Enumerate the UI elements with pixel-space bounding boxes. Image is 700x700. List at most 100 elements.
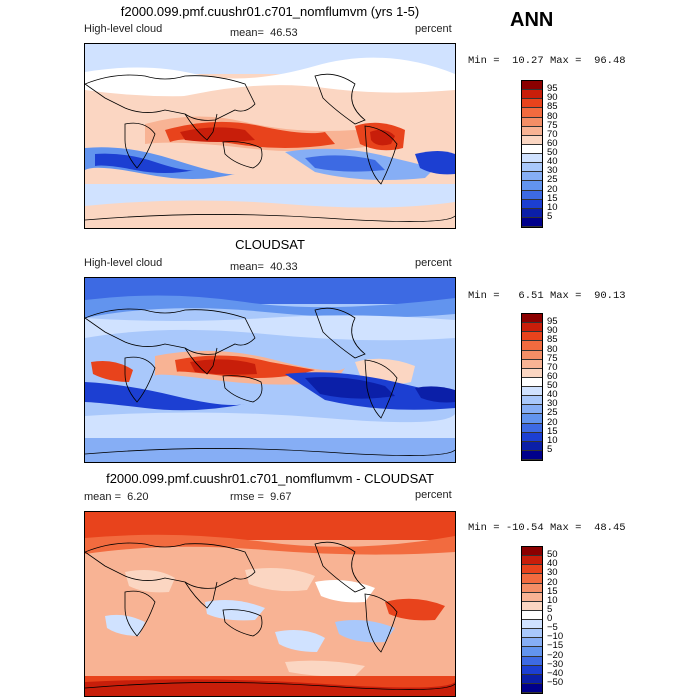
panel-1-colorbar (521, 80, 543, 228)
colorbar-tick-label: 50 (547, 549, 558, 561)
colorbar-swatch (522, 144, 542, 154)
colorbar-tick-label: 85 (547, 334, 558, 346)
colorbar-tick-label: 20 (547, 183, 558, 195)
panel-1-minmax: Min = 10.27 Max = 96.48 (468, 55, 626, 67)
colorbar-tick-label: 40 (547, 156, 558, 168)
colorbar-swatch (522, 405, 542, 415)
colorbar-swatch (522, 647, 542, 657)
colorbar-swatch (522, 81, 542, 91)
colorbar-tick-label: −10 (547, 631, 564, 643)
panel-1-mean-value: 46.53 (270, 27, 298, 39)
season-label: ANN (510, 9, 554, 31)
colorbar-swatch (522, 620, 542, 630)
colorbar-tick-label: 75 (547, 119, 558, 131)
colorbar-swatch (522, 208, 542, 218)
colorbar-tick-label: 60 (547, 370, 558, 382)
panel-2-min-value: 6.51 (518, 290, 544, 302)
colorbar-swatch (522, 592, 542, 602)
colorbar-swatch (522, 583, 542, 593)
panel-3-mean: mean = 6.20 (84, 491, 149, 503)
colorbar-swatch (522, 126, 542, 136)
colorbar-swatch (522, 359, 542, 369)
panel-1-units: percent (415, 23, 452, 35)
colorbar-swatch (522, 163, 542, 173)
colorbar-tick-label: 85 (547, 101, 558, 113)
colorbar-swatch (522, 135, 542, 145)
colorbar-swatch (522, 665, 542, 675)
colorbar-swatch (522, 323, 542, 333)
colorbar-tick-label: 0 (547, 613, 553, 624)
panel-1-mean: mean= 46.53 (230, 27, 298, 39)
panel-3-map (84, 511, 456, 697)
colorbar-swatch (522, 656, 542, 666)
colorbar-tick-label: 70 (547, 361, 558, 373)
colorbar-swatch (522, 432, 542, 442)
colorbar-tick-label: 50 (547, 380, 558, 391)
colorbar-tick-label: 20 (547, 416, 558, 428)
colorbar-tick-label: 70 (547, 128, 558, 140)
panel-2-colorbar (521, 313, 543, 461)
colorbar-swatch (522, 314, 542, 324)
colorbar-tick-label: 5 (547, 443, 553, 455)
colorbar-tick-label: 5 (547, 210, 553, 222)
panel-2-max-label: Max = (549, 290, 582, 302)
colorbar-tick-label: 40 (547, 389, 558, 401)
colorbar-tick-label: 25 (547, 174, 558, 186)
colorbar-tick-label: 25 (547, 407, 558, 419)
panel-2-mean: mean= 40.33 (230, 261, 298, 273)
panel-1-map (84, 43, 456, 229)
panel-3-map-field (85, 512, 455, 696)
colorbar-swatch (522, 396, 542, 406)
panel-3-max-value: 48.45 (594, 522, 626, 534)
panel-2-map-field (85, 278, 455, 462)
colorbar-swatch (522, 368, 542, 378)
panel-3-rmse-label: rmse = (230, 491, 264, 503)
colorbar-swatch (522, 377, 542, 387)
panel-3-colorbar (521, 546, 543, 694)
panel-3-title: f2000.099.pmf.cuushr01.c701_nomflumvm - … (106, 471, 434, 486)
panel-2-title: CLOUDSAT (235, 237, 305, 252)
colorbar-tick-label: 60 (547, 137, 558, 149)
colorbar-tick-label: 30 (547, 567, 558, 579)
colorbar-swatch (522, 199, 542, 209)
colorbar-swatch (522, 117, 542, 127)
colorbar-swatch (522, 547, 542, 557)
panel-2-colorbar-labels: 95 90 85 80 75 70 60 50 40 30 25 20 15 10 5 (547, 313, 587, 459)
panel-3-max-label: Max = (549, 522, 582, 534)
colorbar-tick-label: 10 (547, 594, 558, 606)
colorbar-swatch (522, 90, 542, 100)
panel-1-max-value: 96.48 (594, 55, 626, 67)
colorbar-tick-label: −40 (547, 667, 564, 679)
colorbar-tick-label: 95 (547, 316, 558, 328)
panel-2-mean-value: 40.33 (270, 261, 298, 273)
colorbar-swatch (522, 638, 542, 648)
colorbar-tick-label: 50 (547, 147, 558, 158)
colorbar-tick-label: −5 (547, 622, 558, 634)
colorbar-tick-label: 30 (547, 165, 558, 177)
panel-3-mean-label: mean = (84, 491, 121, 503)
colorbar-tick-label: 10 (547, 201, 558, 213)
colorbar-tick-label: 90 (547, 325, 558, 337)
panel-1-colorbar-labels: 95 90 85 80 75 70 60 50 40 30 25 20 15 10 5 (547, 80, 587, 226)
colorbar-tick-label: 40 (547, 558, 558, 570)
colorbar-swatch (522, 574, 542, 584)
panel-1-max-label: Max = (549, 55, 582, 67)
colorbar-tick-label: 20 (547, 576, 558, 588)
colorbar-tick-label: 15 (547, 192, 558, 204)
colorbar-swatch (522, 387, 542, 397)
panel-3-min-label: Min = (468, 522, 500, 534)
colorbar-swatch (522, 181, 542, 191)
colorbar-tick-label: 15 (547, 585, 558, 597)
colorbar-swatch (522, 441, 542, 451)
colorbar-swatch (522, 423, 542, 433)
colorbar-swatch (522, 332, 542, 342)
panel-3-colorbar-labels: 50 40 30 20 15 10 5 0 −5 −10 −15 −20 −30 −40 −50 (547, 546, 587, 692)
colorbar-swatch (522, 341, 542, 351)
colorbar-swatch (522, 99, 542, 109)
colorbar-tick-label: −50 (547, 676, 564, 688)
panel-1-min-label: Min = (468, 55, 500, 67)
colorbar-tick-label: 80 (547, 343, 558, 355)
panel-2-minmax: Min = 6.51 Max = 90.13 (468, 290, 626, 302)
colorbar-swatch (522, 450, 542, 460)
panel-1-title: f2000.099.pmf.cuushr01.c701_nomflumvm (y… (120, 4, 420, 19)
